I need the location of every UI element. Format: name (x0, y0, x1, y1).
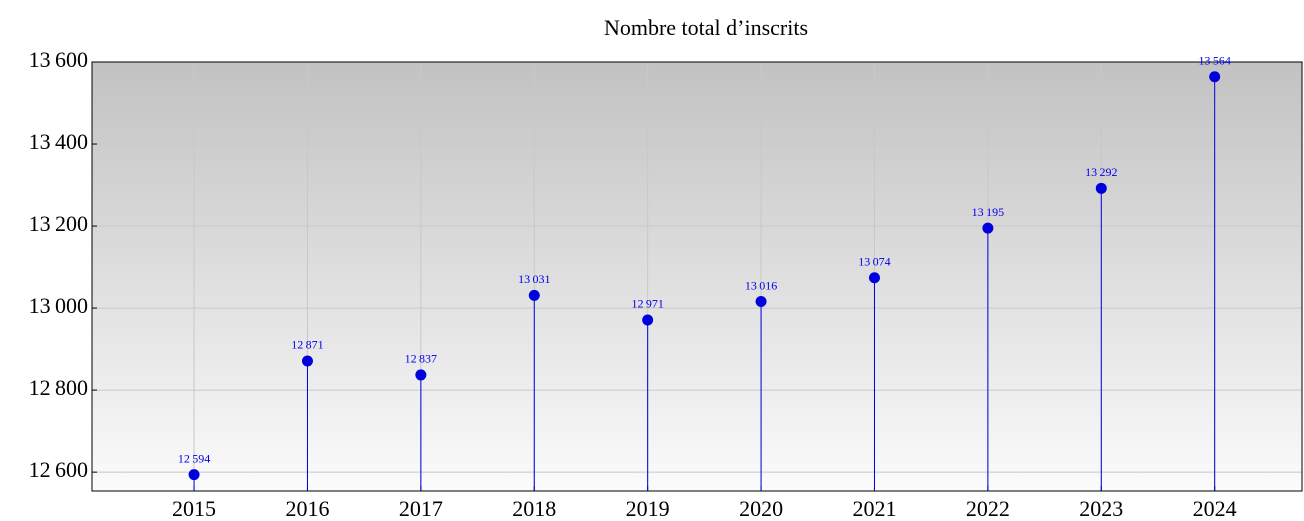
y-tick-label: 13 000 (29, 293, 88, 318)
plot-background (92, 62, 1302, 491)
point (301, 355, 313, 367)
y-tick-label: 13 600 (29, 47, 88, 72)
point (1095, 182, 1107, 194)
chart-title: Nombre total d’inscrits (604, 15, 808, 40)
plot-frame (91, 61, 1303, 492)
x-tick-label: 2018 (512, 496, 556, 521)
point (415, 369, 427, 381)
data-label: 12 971 (631, 297, 663, 311)
y-tick-label: 12 800 (29, 375, 88, 400)
y-tick-label: 13 200 (29, 211, 88, 236)
data-label: 13 074 (858, 254, 890, 268)
data-label: 13 564 (1198, 54, 1230, 68)
data-label: 13 016 (745, 278, 777, 292)
point (642, 314, 654, 326)
point (188, 469, 200, 481)
x-tick-label: 2024 (1193, 496, 1237, 521)
point (868, 272, 880, 284)
y-tick-label: 12 600 (29, 457, 88, 482)
x-tick-label: 2016 (285, 496, 329, 521)
x-tick-label: 2020 (739, 496, 783, 521)
data-label: 13 195 (972, 205, 1004, 219)
data-label: 13 031 (518, 272, 550, 286)
point (755, 296, 767, 308)
point (1209, 71, 1221, 83)
x-tick-label: 2019 (626, 496, 670, 521)
x-tick-label: 2015 (172, 496, 216, 521)
data-label: 13 292 (1085, 165, 1117, 179)
data-label: 12 871 (291, 338, 323, 352)
x-tick-label: 2022 (966, 496, 1010, 521)
data-label: 12 594 (178, 451, 210, 465)
data-label: 12 837 (405, 352, 437, 366)
x-tick-label: 2021 (852, 496, 896, 521)
point (982, 222, 994, 234)
x-tick-label: 2017 (399, 496, 443, 521)
x-tick-label: 2023 (1079, 496, 1123, 521)
point (528, 289, 540, 301)
y-tick-label: 13 400 (29, 129, 88, 154)
